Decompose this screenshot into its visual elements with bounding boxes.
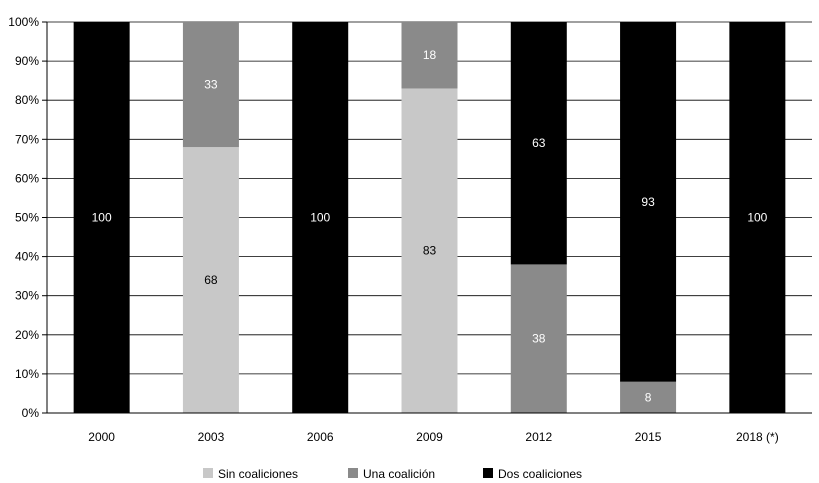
- x-tick-label: 2009: [416, 430, 443, 444]
- axes: 0% 10% 20% 30% 40% 50% 60% 70% 80% 90% 100% 2000 200…: [8, 15, 812, 444]
- y-tick-label: 100%: [8, 15, 39, 29]
- legend-swatch: [483, 468, 493, 478]
- data-label: 8: [645, 390, 652, 404]
- bar-segment: [182, 22, 239, 148]
- y-tick-label: 30%: [15, 289, 39, 303]
- bar-segment: [182, 147, 239, 413]
- x-tick-label: 2000: [88, 430, 115, 444]
- y-tick-label: 50%: [15, 211, 39, 225]
- y-tick-label: 90%: [15, 54, 39, 68]
- x-tick-label: 2006: [307, 430, 334, 444]
- data-label: 100: [747, 211, 767, 225]
- bar-segment: [73, 22, 130, 413]
- x-tick-label: 2015: [635, 430, 662, 444]
- bar-segment: [401, 22, 458, 89]
- bar-segment: [620, 22, 677, 382]
- y-tick-label: 40%: [15, 250, 39, 264]
- data-label: 18: [423, 48, 437, 62]
- x-tick-label: 2018 (*): [736, 430, 779, 444]
- legend-label: Dos coaliciones: [498, 467, 582, 481]
- data-label: 83: [423, 244, 437, 258]
- legend-label: Una coalición: [363, 467, 435, 481]
- bars: [73, 22, 786, 413]
- bar-segment: [401, 88, 458, 413]
- x-tick-label: 2003: [198, 430, 225, 444]
- y-tick-label: 60%: [15, 171, 39, 185]
- bar-segment: [510, 264, 567, 413]
- data-label: 100: [92, 211, 112, 225]
- y-tick-label: 0%: [22, 406, 40, 420]
- data-label: 63: [532, 136, 546, 150]
- legend-label: Sin coaliciones: [218, 467, 298, 481]
- legend: Sin coaliciones Una coalición Dos coalicio…: [203, 467, 582, 481]
- data-label: 38: [532, 332, 546, 346]
- y-tick-label: 20%: [15, 328, 39, 342]
- x-tick-label: 2012: [525, 430, 552, 444]
- data-label: 93: [641, 195, 655, 209]
- data-label: 33: [204, 78, 218, 92]
- data-label: 68: [204, 273, 218, 287]
- data-label: 100: [310, 211, 330, 225]
- data-labels: 100 68 33 100 83 18 38 63 8 93 100: [92, 48, 768, 404]
- bar-segment: [620, 381, 677, 413]
- bar-segment: [292, 22, 349, 413]
- legend-swatch: [203, 468, 213, 478]
- bar-segment: [729, 22, 786, 413]
- y-tick-label: 70%: [15, 132, 39, 146]
- legend-swatch: [348, 468, 358, 478]
- y-tick-label: 10%: [15, 367, 39, 381]
- bar-segment: [510, 22, 567, 265]
- y-tick-label: 80%: [15, 93, 39, 107]
